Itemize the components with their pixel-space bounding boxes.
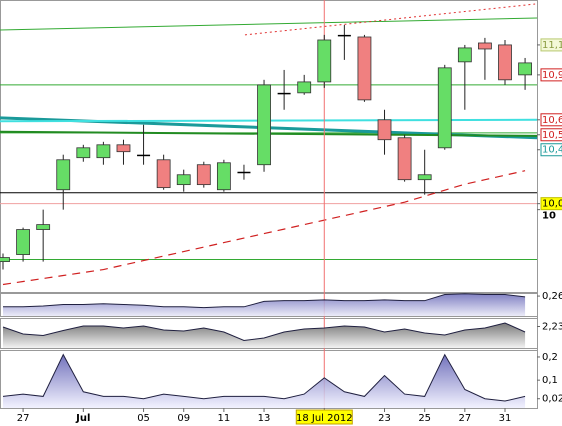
candle-body [377,119,392,141]
y-tick-label: 0,26 [542,291,562,302]
y-tick-box [540,113,562,127]
candle-body [116,144,131,153]
candle-body [498,44,512,81]
candle-body [36,224,51,230]
candle-body [196,164,211,186]
x-tick-label: 09 [177,413,190,424]
indicator-line [2,322,526,342]
candle-body [137,154,151,157]
candle-body [397,137,412,181]
x-tick-label: 13 [258,413,271,424]
candle-body [417,174,432,181]
candle-body [0,257,10,263]
candle-body [337,34,351,37]
y-tick-label: 11,1 [542,40,562,51]
x-tick-label: 23 [378,413,391,424]
candle-body [16,229,30,255]
candle-body [518,62,532,76]
y-tick-label: 10,9 [542,70,562,81]
candle-body [478,42,492,50]
indicator-area [3,354,526,408]
y-tick-box [540,128,562,142]
candle-body [437,67,452,149]
y-tick-box [540,68,562,82]
candle-body [457,47,472,63]
x-tick-label: 25 [418,413,431,424]
candle-body [357,36,372,101]
x-tick-label: 05 [137,413,150,424]
x-tick-label: 11 [218,413,231,424]
candle-body [76,147,91,159]
y-tick-box [540,197,562,211]
y-tick-label: 10 [542,211,556,222]
x-tick-label: Jul [75,413,90,424]
indicator-area [3,293,526,316]
x-tick-label: 27 [17,413,30,424]
y-tick-label: 0,02 [542,394,562,405]
y-tick-label: 10,6 [542,115,562,126]
trend-line [244,3,536,36]
y-tick-label: 0,1 [542,375,558,386]
y-tick-label: 0,2 [542,352,558,363]
candle-body [96,144,111,159]
cursor-label-box [295,409,353,425]
indicator-line [2,353,526,402]
x-tick-label: 18 Jul 2012 [296,413,353,424]
candle-body [257,84,271,166]
indicator-line [3,293,526,309]
y-tick-box [540,143,562,157]
y-tick-label: 10,5 [542,130,562,141]
y-tick-box [540,38,562,52]
candle-body [317,39,332,83]
y-tick-label: 2,23 [542,322,562,333]
candle-body [216,162,231,191]
y-tick-label: 10,4 [542,145,562,156]
candle-body [277,92,291,95]
candle-body [56,159,71,191]
indicator-area [3,323,526,348]
moving-average [2,170,526,286]
candle-body [237,171,251,174]
x-tick-label: 27 [458,413,471,424]
trend-line [0,17,538,31]
candle-body [176,174,191,186]
x-tick-label: 31 [499,413,512,424]
candle-body [297,81,312,94]
candle-body [156,159,171,189]
y-tick-label: 10,0 [542,199,562,210]
